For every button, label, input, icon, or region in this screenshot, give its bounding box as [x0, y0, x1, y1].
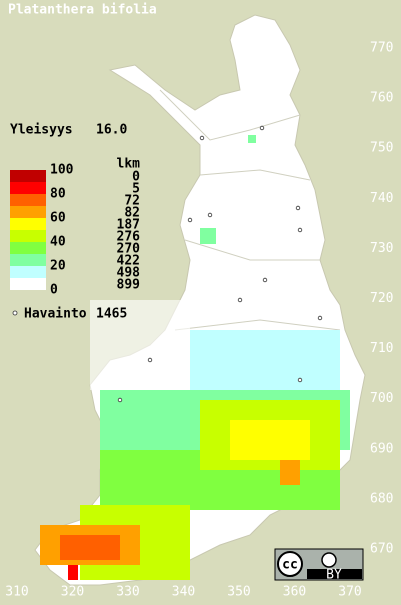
east-label: 320 — [61, 585, 84, 600]
north-label: 720 — [370, 291, 393, 306]
legend-swatch — [10, 254, 46, 266]
north-label: 750 — [370, 141, 393, 156]
legend-swatch — [10, 242, 46, 254]
count-label: 187 — [117, 218, 140, 233]
legend-swatch — [10, 278, 46, 290]
east-label: 310 — [5, 585, 28, 600]
scale-label: 40 — [50, 235, 66, 250]
count-label: 0 — [132, 170, 140, 185]
legend-swatch — [10, 182, 46, 194]
count-label: 72 — [124, 194, 140, 209]
scale-label: 100 — [50, 163, 74, 178]
count-header: lkm — [117, 157, 141, 172]
count-label: 276 — [117, 230, 141, 245]
scale-label: 60 — [50, 211, 66, 226]
legend-swatch — [10, 218, 46, 230]
north-label: 690 — [370, 441, 393, 456]
scale-label: 20 — [50, 259, 66, 274]
count-label: 498 — [117, 266, 141, 281]
north-label: 760 — [370, 91, 393, 106]
north-label: 670 — [370, 542, 393, 557]
north-label: 740 — [370, 191, 393, 206]
legend-swatch — [10, 230, 46, 242]
frequency-label: Yleisyys — [10, 123, 73, 138]
east-label: 350 — [227, 585, 250, 600]
license-badge: cc BY — [274, 548, 364, 583]
observations-label: Havainto — [24, 307, 87, 322]
map-title: Platanthera bifolia — [8, 3, 157, 18]
north-label: 730 — [370, 241, 393, 256]
count-label: 270 — [117, 242, 141, 257]
north-label: 770 — [370, 41, 393, 56]
count-label: 422 — [117, 254, 140, 269]
occurrence-cells — [40, 135, 350, 580]
frequency-value: 16.0 — [96, 123, 127, 138]
count-label: 82 — [124, 206, 140, 221]
east-label: 360 — [283, 585, 306, 600]
legend-swatch — [10, 266, 46, 278]
scale-label: 0 — [50, 283, 58, 298]
north-label: 680 — [370, 491, 393, 506]
by-text: BY — [326, 568, 342, 583]
east-label: 370 — [338, 585, 361, 600]
legend-swatch — [10, 170, 46, 182]
observations-value: 1465 — [96, 307, 127, 322]
north-label: 710 — [370, 341, 393, 356]
scale-label: 80 — [50, 187, 66, 202]
cc-text: cc — [282, 558, 298, 573]
east-label: 330 — [116, 585, 139, 600]
observation-symbol — [12, 310, 18, 316]
count-label: 899 — [117, 278, 140, 293]
north-label: 700 — [370, 391, 393, 406]
legend-swatch — [10, 194, 46, 206]
legend-swatch — [10, 206, 46, 218]
observation-dots — [117, 125, 323, 403]
east-label: 340 — [172, 585, 195, 600]
count-label: 5 — [132, 182, 140, 197]
